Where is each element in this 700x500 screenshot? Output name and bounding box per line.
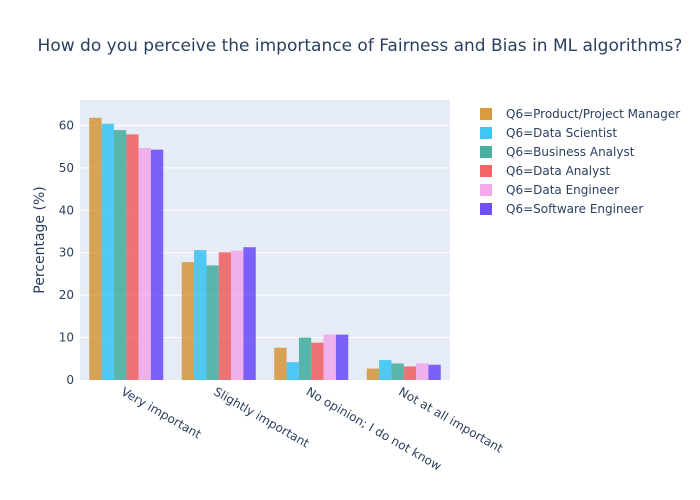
bar[interactable] [379,360,392,380]
y-tick-label: 50 [59,161,74,175]
y-tick-label: 60 [59,118,74,132]
bar[interactable] [150,149,164,380]
y-tick-label: 0 [66,373,74,387]
legend-swatch [480,108,492,120]
bar[interactable] [335,334,349,380]
legend-item[interactable]: Q6=Product/Project Manager [480,107,680,121]
bar[interactable] [231,250,244,380]
legend-item[interactable]: Q6=Business Analyst [480,145,635,159]
legend-swatch [480,203,492,215]
legend-item[interactable]: Q6=Data Scientist [480,126,617,140]
y-tick-label: 10 [59,331,74,345]
bar[interactable] [194,250,207,380]
bar[interactable] [286,362,299,380]
legend-label: Q6=Business Analyst [506,145,635,159]
y-tick-label: 20 [59,288,74,302]
y-axis-title: Percentage (%) [32,186,48,293]
legend-swatch [480,165,492,177]
legend-item[interactable]: Q6=Data Analyst [480,164,610,178]
bar[interactable] [89,117,102,380]
legend-label: Q6=Software Engineer [506,202,643,216]
y-tick-label: 30 [59,246,74,260]
bar[interactable] [126,134,139,380]
legend-label: Q6=Product/Project Manager [506,107,680,121]
legend-item[interactable]: Q6=Software Engineer [480,202,643,216]
legend[interactable]: Q6=Product/Project Manager Q6=Data Scient… [480,107,680,216]
legend-label: Q6=Data Analyst [506,164,610,178]
bar[interactable] [366,368,380,380]
bar[interactable] [138,147,151,380]
bar[interactable] [391,363,404,380]
bar[interactable] [181,262,195,380]
legend-item[interactable]: Q6=Data Engineer [480,183,619,197]
bar[interactable] [218,252,232,380]
bar[interactable] [274,347,287,380]
bar[interactable] [243,247,256,380]
bar[interactable] [323,334,336,380]
bar[interactable] [101,123,114,380]
chart-title: How do you perceive the importance of Fa… [38,36,683,56]
legend-swatch [480,184,492,196]
legend-swatch [480,146,492,158]
bar[interactable] [311,342,324,380]
legend-swatch [480,127,492,139]
y-axis-ticks: 0 10 20 30 40 50 60 [59,118,74,387]
bar[interactable] [403,366,417,380]
y-tick-label: 40 [59,203,74,217]
x-tick-label: Very important [119,384,204,441]
legend-label: Q6=Data Scientist [506,126,617,140]
bars [89,117,441,380]
bar[interactable] [416,363,429,380]
bar[interactable] [113,130,127,380]
x-tick-label: Slightly important [211,384,312,450]
bar[interactable] [428,364,441,380]
bar[interactable] [206,265,219,380]
bar[interactable] [298,337,312,380]
legend-label: Q6=Data Engineer [506,183,619,197]
